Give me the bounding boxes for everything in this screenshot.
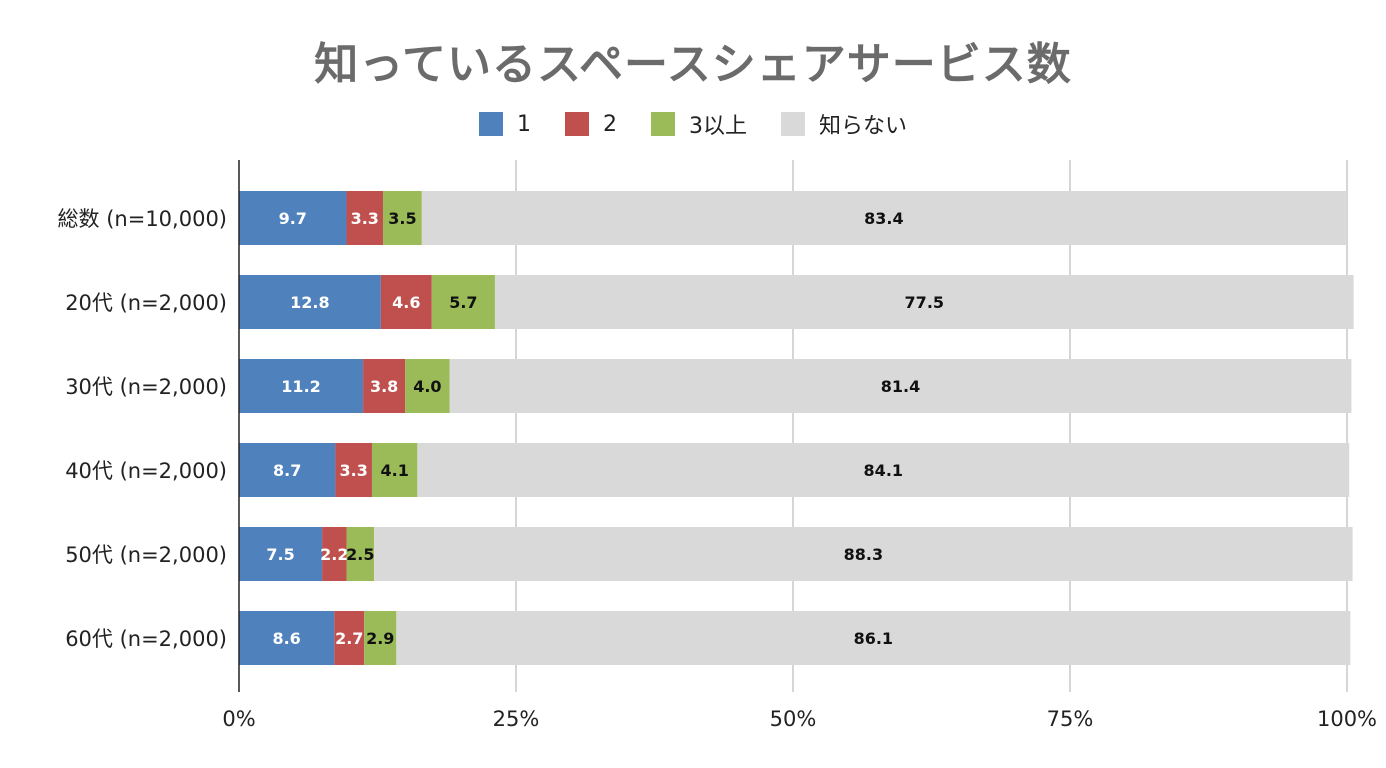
data-label: 3.3 [340, 461, 368, 480]
legend-label: 3以上 [688, 114, 747, 139]
data-label: 2.9 [366, 629, 394, 648]
data-label: 5.7 [449, 293, 477, 312]
data-label: 8.6 [272, 629, 300, 648]
legend-label: 2 [602, 111, 617, 137]
data-label: 7.5 [266, 545, 294, 564]
data-label: 9.7 [279, 209, 307, 228]
data-label: 4.6 [392, 293, 420, 312]
bar-segment [363, 359, 406, 413]
category-label: 20代 (n=2,000) [65, 291, 227, 315]
x-tick-label: 0% [222, 707, 255, 731]
x-tick-label: 50% [770, 707, 817, 731]
data-label: 4.1 [381, 461, 409, 480]
bar-segment [239, 443, 336, 497]
data-label: 84.1 [864, 461, 903, 480]
data-label: 83.4 [864, 209, 903, 228]
bar-segment [405, 359, 450, 413]
bar-segment [346, 527, 375, 581]
bar-segment [346, 191, 384, 245]
category-label: 総数 (n=10,000) [58, 207, 227, 231]
bar-segment [335, 443, 372, 497]
bar-segment [371, 443, 418, 497]
bar-segment [494, 275, 1354, 329]
legend-swatch [478, 112, 503, 136]
bar-segment [239, 611, 335, 665]
category-label: 40代 (n=2,000) [65, 459, 227, 483]
bar-segment [322, 527, 347, 581]
chart-title: 知っているスペースシェアサービス数 [314, 39, 1072, 90]
bar-segment [374, 527, 1353, 581]
bar-segment [396, 611, 1351, 665]
data-label: 11.2 [281, 377, 320, 396]
legend-label: 知らない [818, 114, 907, 139]
legend-item: 知らない [780, 108, 907, 140]
bar-segment [239, 191, 347, 245]
bar-segment [380, 275, 432, 329]
data-label: 77.5 [905, 293, 944, 312]
legend-item: 2 [564, 111, 617, 137]
legend-swatch [564, 112, 589, 136]
x-tick-label: 25% [493, 707, 540, 731]
data-label: 3.3 [351, 209, 379, 228]
category-label: 60代 (n=2,000) [65, 627, 227, 651]
legend-item: 3以上 [650, 108, 747, 140]
bar-segment [239, 359, 364, 413]
data-label: 81.4 [881, 377, 920, 396]
bar-segment [239, 527, 323, 581]
legend-label: 1 [516, 111, 531, 137]
bar-segment [334, 611, 365, 665]
bar-segment [364, 611, 397, 665]
legend-swatch [650, 112, 675, 136]
data-label: 8.7 [273, 461, 301, 480]
legend-item: 1 [478, 111, 531, 137]
data-label: 4.0 [413, 377, 441, 396]
category-label: 30代 (n=2,000) [65, 375, 227, 399]
bar-segment [431, 275, 495, 329]
data-label: 2.5 [346, 545, 374, 564]
data-label: 2.2 [320, 545, 348, 564]
bar-segment [383, 191, 422, 245]
bar-segment [421, 191, 1346, 245]
data-label: 88.3 [844, 545, 883, 564]
x-tick-label: 75% [1047, 707, 1094, 731]
legend: 1 2 3以上 知らない [0, 108, 1386, 140]
data-label: 12.8 [290, 293, 329, 312]
category-label: 50代 (n=2,000) [65, 543, 227, 567]
data-label: 3.5 [388, 209, 416, 228]
bar-segment [449, 359, 1352, 413]
legend-swatch [780, 112, 805, 136]
bar-segment [417, 443, 1350, 497]
data-label: 3.8 [370, 377, 398, 396]
bar-segment [239, 275, 381, 329]
x-tick-label: 100% [1317, 707, 1377, 731]
data-label: 2.7 [335, 629, 363, 648]
data-label: 86.1 [854, 629, 893, 648]
